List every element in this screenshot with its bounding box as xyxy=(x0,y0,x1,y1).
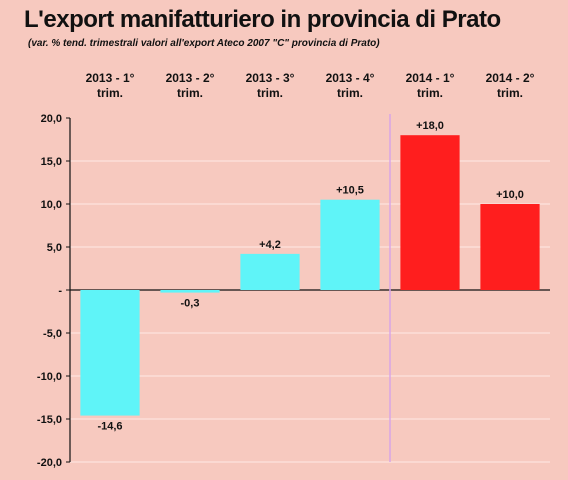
data-label: -0,3 xyxy=(181,298,200,310)
bar xyxy=(400,135,460,290)
category-label-line2: trim. xyxy=(177,86,203,100)
category-label: 2013 - 4° xyxy=(326,71,375,85)
y-tick-label: 15,0 xyxy=(41,156,62,168)
bar xyxy=(240,253,300,290)
bar xyxy=(160,290,220,293)
category-label-line2: trim. xyxy=(497,86,523,100)
category-label-line2: trim. xyxy=(417,86,443,100)
y-tick-label: 10,0 xyxy=(41,199,62,211)
category-label: 2013 - 3° xyxy=(246,71,295,85)
category-label: 2013 - 2° xyxy=(166,71,215,85)
data-label: +4,2 xyxy=(259,239,281,251)
bar xyxy=(480,204,540,290)
y-tick-label: -5,0 xyxy=(43,328,62,340)
category-label: 2014 - 1° xyxy=(406,71,455,85)
chart-subtitle: (var. % tend. trimestrali valori all'exp… xyxy=(28,38,380,49)
data-label: +10,5 xyxy=(336,185,364,197)
category-label: 2014 - 2° xyxy=(486,71,535,85)
category-label-line2: trim. xyxy=(337,86,363,100)
category-label-line2: trim. xyxy=(97,86,123,100)
y-tick-label: 20,0 xyxy=(41,113,62,125)
category-label: 2013 - 1° xyxy=(86,71,135,85)
data-label: -14,6 xyxy=(97,421,122,433)
chart-title: L'export manifatturiero in provincia di … xyxy=(24,6,501,33)
y-tick-label: - xyxy=(58,285,62,297)
y-tick-label: -10,0 xyxy=(37,371,62,383)
y-tick-label: -20,0 xyxy=(37,457,62,469)
data-label: +10,0 xyxy=(496,189,524,201)
y-tick-label: -15,0 xyxy=(37,414,62,426)
bar xyxy=(320,199,380,290)
bar xyxy=(80,290,140,416)
data-label: +18,0 xyxy=(416,120,444,132)
category-label-line2: trim. xyxy=(257,86,283,100)
y-tick-label: 5,0 xyxy=(47,242,62,254)
